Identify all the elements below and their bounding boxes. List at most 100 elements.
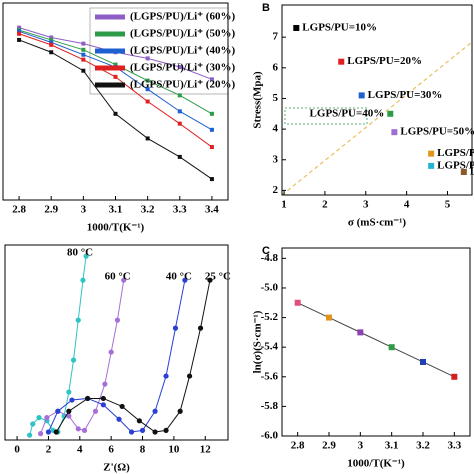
x-tick-label: 4 <box>404 199 410 211</box>
x-tick-label: 2 <box>322 199 328 211</box>
point <box>44 415 50 421</box>
point <box>139 427 146 434</box>
x-tick-label: 2.9 <box>44 204 58 216</box>
point <box>152 429 158 435</box>
point <box>17 37 22 42</box>
point <box>49 40 54 45</box>
point <box>100 395 106 402</box>
y-tick-label: -5.4 <box>261 341 279 353</box>
series-line <box>29 256 87 436</box>
point <box>177 408 183 414</box>
x-axis-label: σ (mS·cm⁻¹) <box>348 217 406 229</box>
x-tick-label: 3 <box>363 199 369 211</box>
point <box>55 408 61 414</box>
point <box>27 432 33 438</box>
point <box>66 408 72 414</box>
point <box>145 87 150 92</box>
point <box>428 162 435 169</box>
point <box>36 415 42 421</box>
plot-frame <box>4 244 229 441</box>
point <box>152 408 158 414</box>
point <box>388 344 395 351</box>
point <box>177 109 182 114</box>
point <box>37 431 44 437</box>
point-label: LGPS/PU=70% <box>437 159 474 171</box>
point-label: LGPS/PU=50% <box>400 126 474 138</box>
guide-line <box>281 41 473 196</box>
y-tick-label: 2 <box>273 184 279 196</box>
x-tick-label: 3.1 <box>385 440 399 452</box>
x-tick-label: 3.3 <box>447 440 461 452</box>
y-tick-label: -5.6 <box>261 370 279 382</box>
highlight-box <box>284 107 368 125</box>
point <box>119 403 125 410</box>
x-tick-label: 2.8 <box>291 440 305 452</box>
point <box>49 42 54 47</box>
point <box>81 68 86 73</box>
x-tick-label: 4 <box>77 444 83 456</box>
y-axis-label: Stress(Mpa) <box>252 71 264 129</box>
point <box>163 427 169 434</box>
point <box>420 358 426 365</box>
x-tick-label: 10 <box>168 444 180 456</box>
series-line <box>40 280 125 434</box>
point <box>75 426 81 432</box>
point <box>338 58 345 65</box>
point <box>30 421 36 427</box>
point <box>326 314 332 321</box>
point <box>358 92 365 99</box>
point <box>66 389 72 395</box>
point <box>49 35 54 40</box>
y-tick-label: 7 <box>273 31 279 43</box>
point <box>209 111 214 116</box>
point <box>17 31 22 36</box>
point <box>177 121 182 126</box>
y-tick-label: -6.0 <box>261 430 279 442</box>
series-label: 40 °C <box>166 271 192 283</box>
point <box>182 277 188 283</box>
series-line <box>47 280 186 433</box>
point <box>102 381 108 387</box>
y-tick-label: 6 <box>273 61 279 73</box>
x-axis-label: Z'(Ω) <box>103 462 130 474</box>
point <box>357 329 364 336</box>
plot-frame <box>281 4 473 196</box>
point <box>70 357 77 363</box>
point-label: LGPS/PU=30% <box>368 89 443 101</box>
legend-label: (LGPS/PU)/Li⁺ (30%) <box>130 62 235 74</box>
x-tick-label: 12 <box>200 444 212 456</box>
point <box>145 78 150 83</box>
point <box>108 349 114 355</box>
point <box>207 277 213 283</box>
point <box>80 277 86 283</box>
point <box>114 317 121 323</box>
point <box>294 299 301 306</box>
point <box>100 402 106 408</box>
point <box>460 169 467 176</box>
point <box>116 416 122 422</box>
y-tick-label: -5.0 <box>261 281 279 293</box>
y-tick-label: 5 <box>273 92 279 104</box>
x-tick-label: 2.9 <box>322 440 336 452</box>
x-tick-label: 5 <box>445 199 451 211</box>
y-tick-label: -5.8 <box>261 400 279 412</box>
point <box>209 77 214 82</box>
point <box>177 93 182 98</box>
y-axis-label: ln(σ)(S·cm⁻¹) <box>252 310 264 373</box>
series-label: 80 °C <box>67 247 93 259</box>
point <box>451 373 458 380</box>
series-label: 60 °C <box>105 271 131 283</box>
point <box>75 317 81 323</box>
point <box>113 111 118 116</box>
point <box>145 99 150 104</box>
point <box>387 110 394 117</box>
point <box>186 373 193 379</box>
point <box>49 37 54 42</box>
point <box>145 136 150 141</box>
point <box>69 397 75 403</box>
x-axis-label: 1000/T(K⁻¹) <box>347 458 405 470</box>
y-tick-label: -5.2 <box>261 311 279 323</box>
point <box>17 29 22 34</box>
point-label: LGPS/PU=60% <box>437 147 474 159</box>
point <box>136 418 142 424</box>
